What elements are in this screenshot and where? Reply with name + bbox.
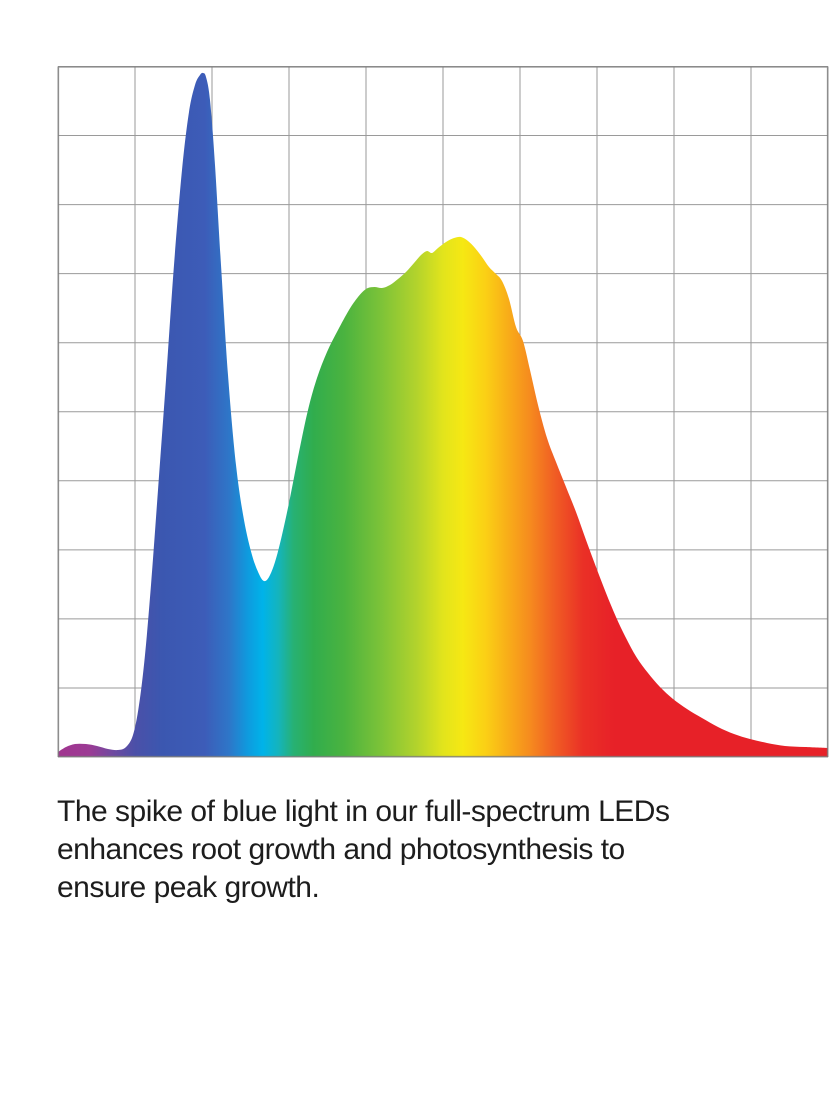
caption-line-3: ensure peak growth. [57, 871, 320, 904]
caption-line-2: enhances root growth and photosynthesis … [57, 833, 625, 866]
spectrum-chart [57, 66, 829, 758]
caption-line-1: The spike of blue light in our full-spec… [57, 795, 670, 828]
chart-border [57, 66, 829, 758]
caption: The spike of blue light in our full-spec… [57, 793, 670, 907]
spectrum-area [58, 72, 828, 757]
